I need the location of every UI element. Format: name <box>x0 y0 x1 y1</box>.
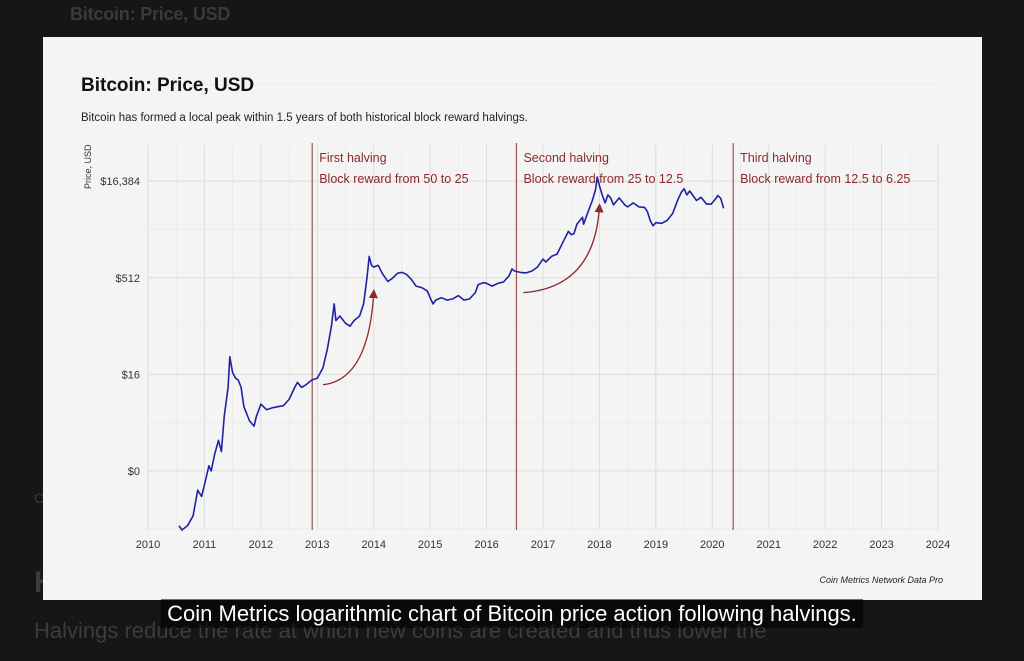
price-series-line <box>178 176 725 531</box>
x-tick-label: 2021 <box>756 539 780 551</box>
bitcoin-price-chart: First halving Block reward from 50 to 25 S… <box>81 75 950 585</box>
halving-detail: Block reward from 12.5 to 6.25 <box>740 172 910 186</box>
halving-arrow <box>322 289 378 386</box>
halving-detail: Block reward from 50 to 25 <box>319 172 468 186</box>
x-tick-label: 2015 <box>418 539 442 551</box>
x-tick-label: 2022 <box>813 539 837 551</box>
y-axis-label: Price, USD <box>83 144 93 189</box>
y-tick-label: $16 <box>122 369 140 381</box>
x-tick-label: 2020 <box>700 539 724 551</box>
x-tick-label: 2011 <box>193 539 217 551</box>
source-credit: Coin Metrics Network Data Pro <box>819 575 943 585</box>
x-tick-label: 2024 <box>926 539 950 551</box>
x-tick-label: 2017 <box>531 539 555 551</box>
halving-arrow <box>523 203 604 294</box>
chart-title: Bitcoin: Price, USD <box>81 75 254 96</box>
image-caption: Coin Metrics logarithmic chart of Bitcoi… <box>0 599 1024 628</box>
x-tick-label: 2019 <box>644 539 668 551</box>
x-tick-label: 2013 <box>305 539 329 551</box>
background-fragment: C <box>34 490 45 506</box>
y-tick-label: $0 <box>128 466 140 478</box>
background-title: Bitcoin: Price, USD <box>70 4 231 24</box>
x-tick-label: 2023 <box>869 539 893 551</box>
caption-text: Coin Metrics logarithmic chart of Bitcoi… <box>161 599 863 628</box>
x-tick-label: 2018 <box>587 539 611 551</box>
y-tick-label: $512 <box>116 273 140 285</box>
chart-card: First halving Block reward from 50 to 25 S… <box>43 37 982 600</box>
halving-title: Third halving <box>740 151 812 165</box>
x-tick-label: 2010 <box>136 539 160 551</box>
halving-detail: Block reward from 25 to 12.5 <box>523 172 683 186</box>
x-tick-label: 2014 <box>361 539 385 551</box>
y-tick-label: $16,384 <box>100 176 140 188</box>
x-tick-label: 2012 <box>249 539 273 551</box>
halving-title: Second halving <box>523 151 609 165</box>
x-tick-label: 2016 <box>474 539 498 551</box>
halving-title: First halving <box>319 151 386 165</box>
chart-subtitle: Bitcoin has formed a local peak within 1… <box>81 112 528 124</box>
